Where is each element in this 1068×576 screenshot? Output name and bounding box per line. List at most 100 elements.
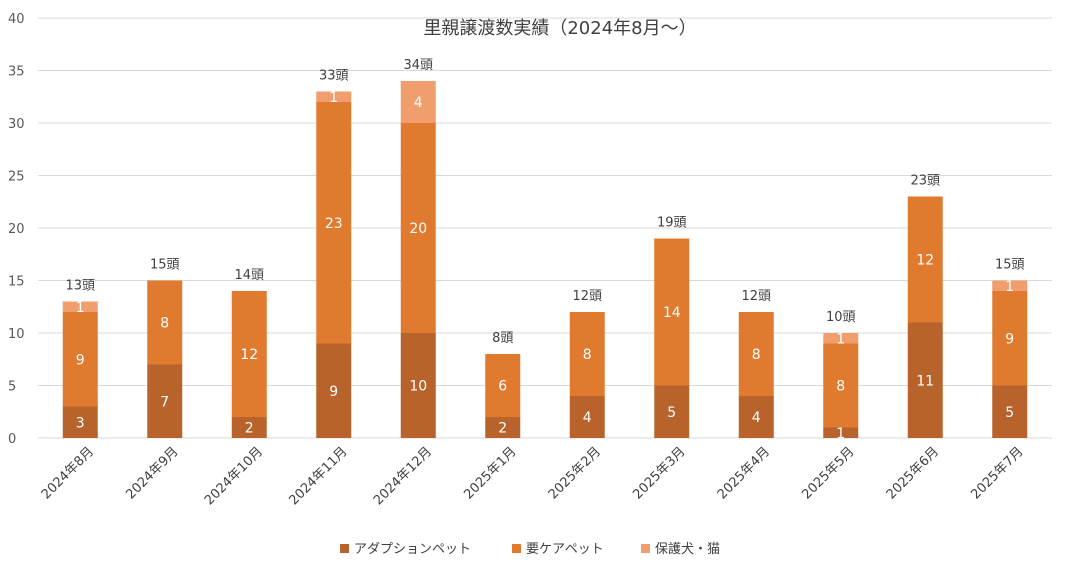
bar-segment-3 [316, 91, 352, 102]
bar-segment-1 [654, 385, 690, 438]
data-label: 1 [836, 331, 845, 347]
bar-segment-2 [569, 312, 605, 396]
bar-segment-2 [907, 196, 943, 323]
y-tick-label: 20 [8, 222, 25, 237]
total-label: 34頭 [403, 58, 433, 73]
bar-segment-1 [147, 364, 183, 438]
bar-segment-3 [400, 81, 436, 123]
data-label: 2 [498, 421, 507, 437]
bar-segment-1 [992, 385, 1028, 438]
x-tick-label: 2024年8月 [39, 444, 97, 502]
bar-segment-1 [569, 396, 605, 438]
x-tick-label: 2025年2月 [546, 444, 604, 502]
data-label: 2 [245, 421, 254, 437]
bar-segment-2 [147, 280, 183, 365]
chart-title: 里親譲渡数実績（2024年8月～） [423, 18, 696, 39]
x-axis-ticks: 2024年8月 2024年9月 2024年10月 2024年11月 2024年12月 20… [39, 444, 1027, 508]
legend-swatch [641, 544, 650, 553]
y-tick-label: 15 [8, 275, 25, 290]
legend-swatch [512, 544, 521, 553]
data-label: 8 [583, 347, 592, 363]
data-label: 14 [663, 305, 681, 321]
bar-segment-3 [992, 280, 1028, 291]
y-tick-label: 25 [8, 170, 25, 185]
bar-segment-1 [485, 417, 521, 438]
data-label: 4 [583, 410, 592, 426]
data-label: 5 [1005, 405, 1014, 421]
data-label: 11 [916, 373, 934, 389]
y-tick-label: 5 [8, 380, 16, 395]
x-tick-label: 2024年9月 [123, 444, 181, 502]
data-label: 23 [325, 216, 343, 232]
data-label: 3 [76, 415, 85, 431]
bar-segment-2 [823, 343, 859, 428]
x-tick-label: 2025年7月 [968, 444, 1026, 502]
legend-swatch [340, 544, 349, 553]
data-label: 1 [329, 90, 338, 106]
bar-segment-1 [316, 343, 352, 438]
legend-label: 保護犬・猫 [655, 541, 720, 557]
bar-segment-1 [62, 406, 98, 438]
legend: アダプションペット 要ケアペット 保護犬・猫 [340, 541, 720, 557]
bar-segment-2 [992, 291, 1028, 386]
bar-segment-2 [316, 102, 352, 344]
total-label: 13頭 [65, 279, 95, 294]
y-axis-ticks: 0 5 10 15 20 25 30 35 40 [8, 12, 25, 447]
total-label: 15頭 [150, 258, 180, 273]
data-label: 4 [752, 410, 761, 426]
bar-segment-2 [231, 291, 267, 417]
bar-segment-1 [231, 417, 267, 438]
y-tick-label: 10 [8, 327, 25, 342]
y-tick-label: 30 [8, 117, 25, 132]
legend-label: 要ケアペット [526, 542, 604, 557]
bar-segment-1 [738, 396, 774, 438]
x-tick-label: 2025年6月 [884, 444, 942, 502]
x-tick-label: 2025年4月 [715, 444, 773, 502]
data-label: 10 [409, 379, 427, 395]
data-label: 9 [1005, 331, 1014, 347]
bars: 39113頭7815頭21214頭923133頭1020434頭268頭4812… [62, 58, 1028, 442]
data-label: 12 [240, 347, 258, 363]
data-label: 8 [836, 379, 845, 395]
data-label: 9 [76, 352, 85, 368]
data-label: 12 [916, 253, 934, 269]
bar-segment-1 [823, 427, 859, 438]
bar-segment-2 [485, 354, 521, 417]
legend-label: アダプションペット [354, 542, 471, 557]
data-label: 1 [76, 300, 85, 316]
x-tick-label: 2025年3月 [630, 444, 688, 502]
total-label: 15頭 [995, 258, 1025, 273]
data-label: 1 [1005, 279, 1014, 295]
bar-segment-1 [907, 322, 943, 438]
data-label: 7 [160, 394, 169, 410]
bar-segment-2 [654, 238, 690, 386]
data-label: 6 [498, 379, 507, 395]
y-tick-label: 35 [8, 65, 25, 80]
x-tick-label: 2024年12月 [371, 444, 435, 508]
data-label: 9 [329, 384, 338, 400]
bar-segment-3 [62, 301, 98, 312]
x-tick-label: 2024年10月 [202, 444, 266, 508]
bar-segment-2 [400, 123, 436, 333]
bar-segment-3 [823, 333, 859, 344]
x-tick-label: 2024年11月 [286, 444, 350, 508]
total-label: 33頭 [319, 69, 349, 84]
bar-segment-2 [62, 312, 98, 407]
gridlines [38, 17, 1052, 439]
data-label: 4 [414, 95, 423, 111]
y-tick-label: 40 [8, 12, 25, 27]
data-label: 5 [667, 405, 676, 421]
data-label: 8 [160, 316, 169, 332]
x-tick-label: 2025年1月 [461, 444, 519, 502]
y-tick-label: 0 [8, 432, 16, 447]
total-label: 23頭 [910, 174, 940, 189]
total-label: 12頭 [572, 289, 602, 304]
total-label: 10頭 [826, 310, 856, 325]
total-label: 14頭 [234, 268, 264, 283]
total-label: 19頭 [657, 216, 687, 231]
data-label: 20 [409, 221, 427, 237]
total-label: 12頭 [741, 289, 771, 304]
bar-segment-1 [400, 333, 436, 438]
total-label: 8頭 [492, 331, 513, 346]
